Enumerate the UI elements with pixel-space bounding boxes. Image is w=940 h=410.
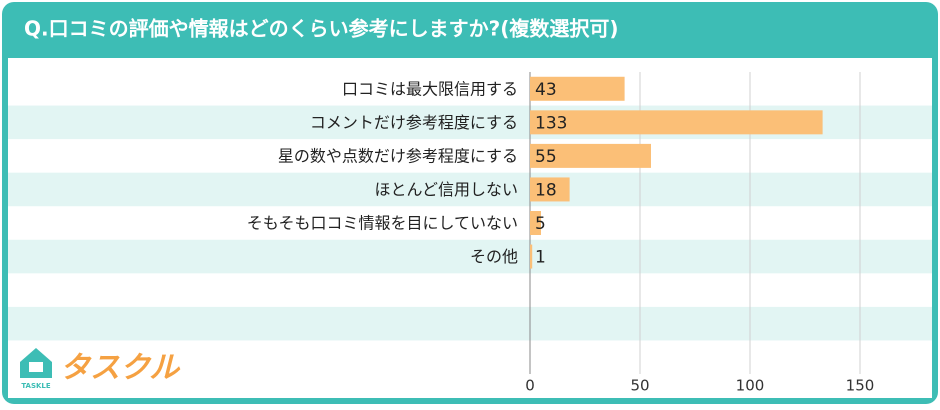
y-tick-label: ほとんど信用しない <box>374 180 518 199</box>
value-label: 18 <box>535 180 557 200</box>
x-tick-label: 50 <box>630 377 649 395</box>
row-band <box>8 239 932 274</box>
value-label: 1 <box>535 248 546 268</box>
row-band <box>8 172 932 207</box>
y-tick-label: 星の数や点数だけ参考程度にする <box>278 146 518 165</box>
bar <box>530 177 570 202</box>
value-label: 55 <box>535 147 557 167</box>
logo-subtext: TASKLE <box>21 382 51 390</box>
y-tick-label: 口コミは最大限信用する <box>342 79 518 98</box>
logo: TASKLE タスクル <box>20 348 181 390</box>
bar <box>530 110 823 135</box>
bar <box>530 211 541 235</box>
y-tick-label: コメントだけ参考程度にする <box>310 113 518 132</box>
y-tick-label: その他 <box>470 247 518 266</box>
chart-title: Q.口コミの評価や情報はどのくらい参考にしますか?(複数選択可) <box>24 17 618 41</box>
plot: 0 50 100 150 口コミは最大限信用する 43 コメントだけ参考程度にする 133 星の… <box>247 72 875 395</box>
logo-window <box>29 362 43 372</box>
bar <box>530 76 625 101</box>
y-tick-label: そもそも口コミ情報を目にしていない <box>247 214 518 233</box>
value-label: 133 <box>535 113 567 133</box>
bar <box>530 143 651 168</box>
value-label: 43 <box>535 80 557 100</box>
rows <box>8 105 932 341</box>
value-label: 5 <box>535 214 546 234</box>
row-band <box>8 306 932 341</box>
x-tick-label: 100 <box>736 377 765 395</box>
x-tick-label: 150 <box>846 377 875 395</box>
logo-text: タスクル <box>60 351 181 386</box>
bar <box>530 244 533 269</box>
x-tick-label: 0 <box>525 377 535 395</box>
